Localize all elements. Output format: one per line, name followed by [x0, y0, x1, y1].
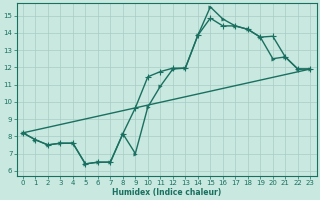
X-axis label: Humidex (Indice chaleur): Humidex (Indice chaleur): [112, 188, 221, 197]
